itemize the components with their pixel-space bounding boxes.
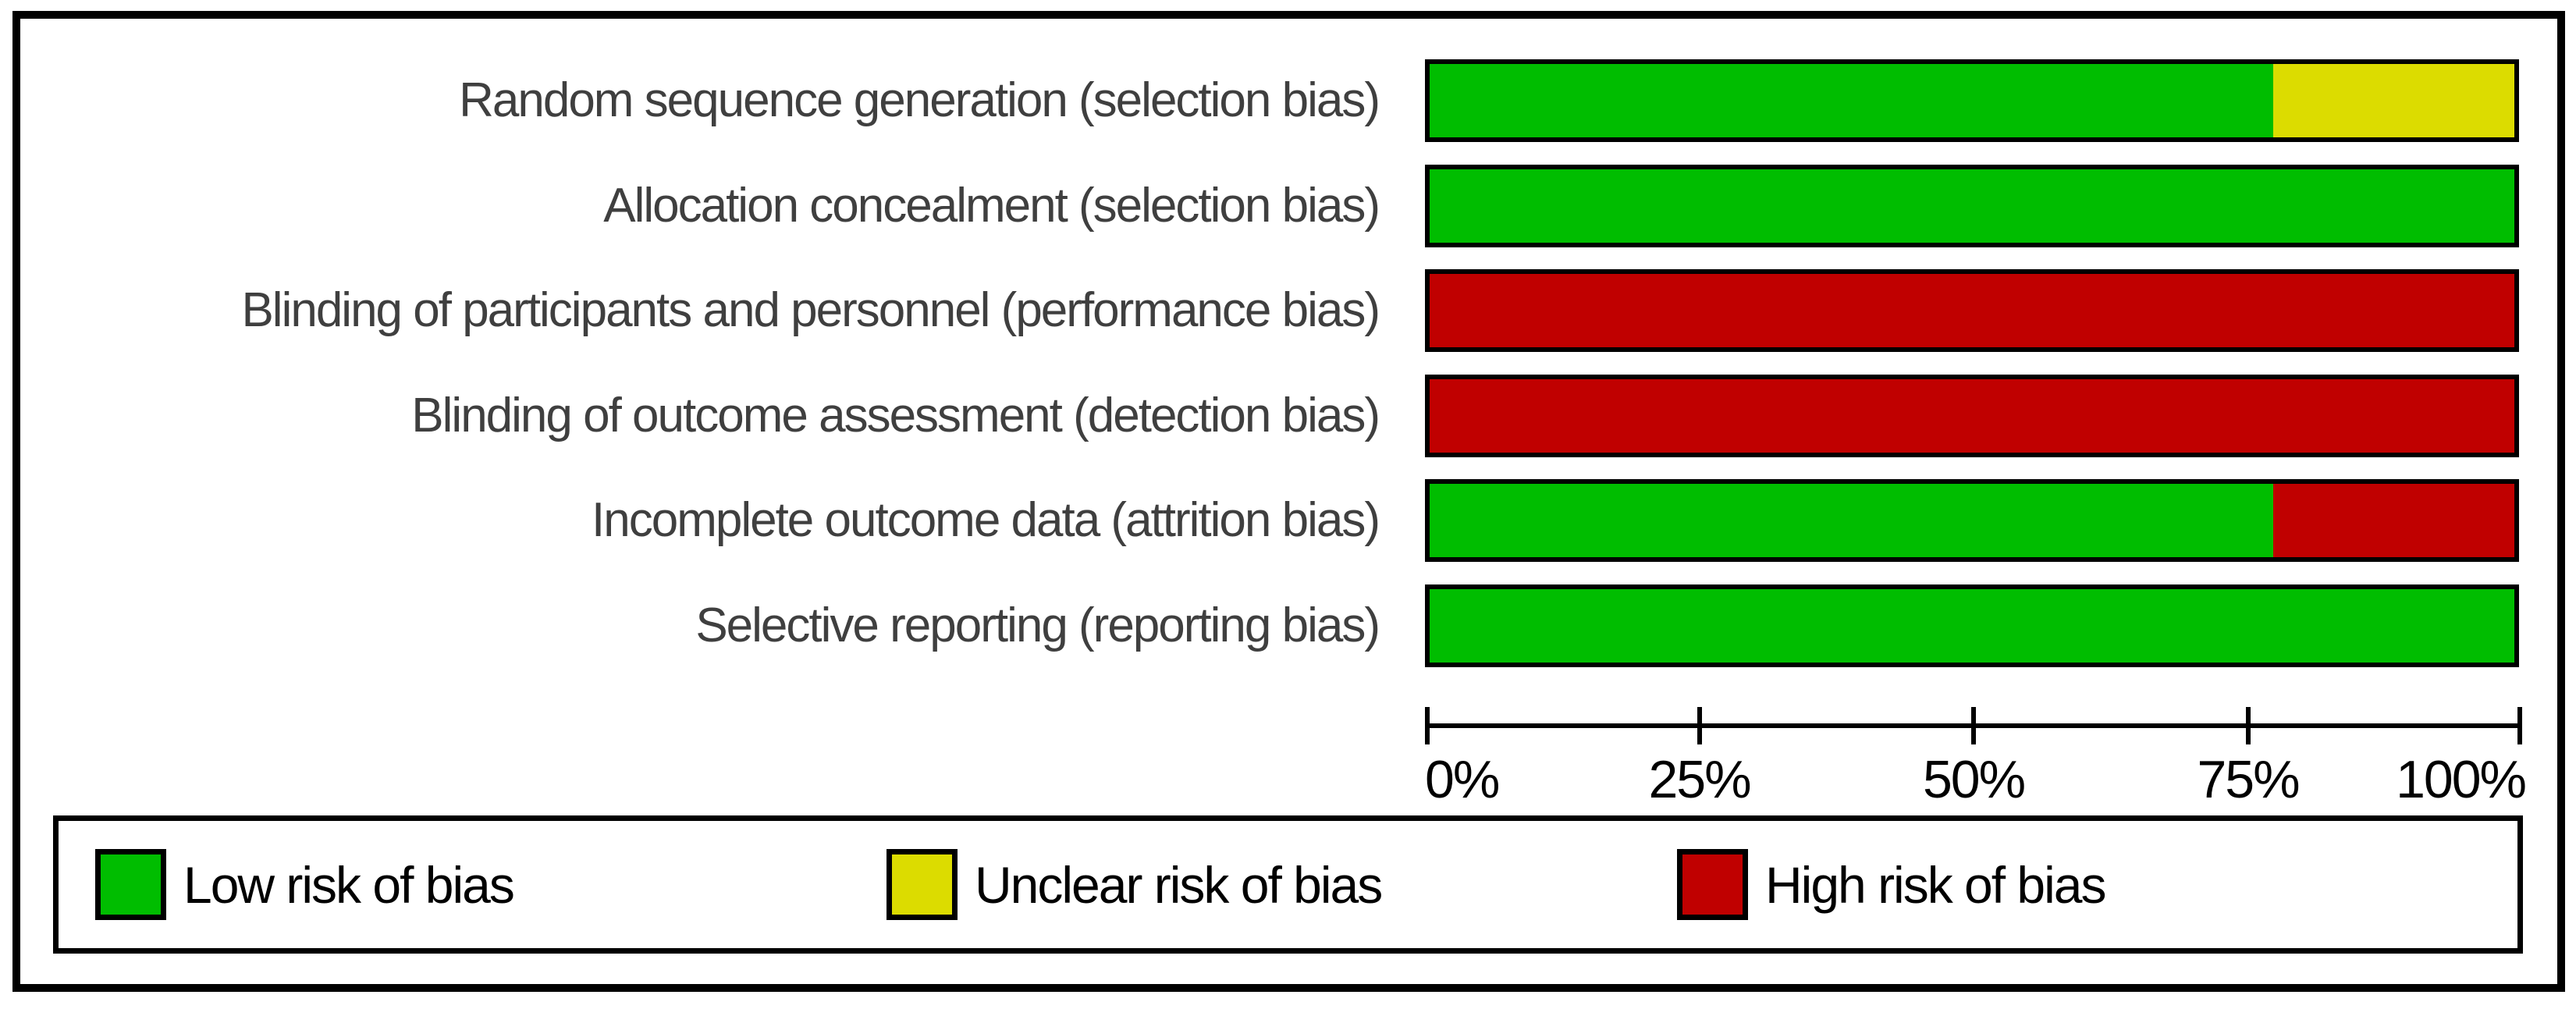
- chart-row: Random sequence generation (selection bi…: [0, 59, 2576, 142]
- bar-segment-high: [1430, 379, 2514, 453]
- chart-row: Incomplete outcome data (attrition bias): [0, 479, 2576, 562]
- x-axis-tick-label: 0%: [1425, 750, 1500, 809]
- legend-item-low: Low risk of bias: [95, 821, 515, 948]
- chart-row: Selective reporting (reporting bias): [0, 584, 2576, 667]
- x-axis-tick-label: 100%: [2396, 750, 2527, 809]
- bar-segment-low: [1430, 64, 2274, 137]
- chart-row: Blinding of participants and personnel (…: [0, 269, 2576, 352]
- row-label: Blinding of outcome assessment (detectio…: [411, 389, 1380, 442]
- row-label: Blinding of participants and personnel (…: [241, 283, 1380, 337]
- x-axis-tick-75: [2245, 707, 2251, 744]
- stacked-bar: [1425, 479, 2519, 562]
- legend-box: Low risk of bias Unclear risk of bias Hi…: [53, 815, 2523, 954]
- x-axis-tick-25: [1697, 707, 1702, 744]
- stacked-bar: [1425, 269, 2519, 352]
- stacked-bar: [1425, 59, 2519, 142]
- legend-label: Unclear risk of bias: [975, 855, 1383, 914]
- x-axis-tick-label: 50%: [1922, 750, 2026, 809]
- stacked-bar: [1425, 375, 2519, 457]
- bar-segment-low: [1430, 589, 2514, 663]
- bar-segment-low: [1430, 169, 2514, 243]
- legend-swatch-high-icon: [1677, 849, 1748, 920]
- x-axis-tick-label: 75%: [2197, 750, 2300, 809]
- row-label: Selective reporting (reporting bias): [695, 599, 1380, 652]
- x-axis: 0% 25% 50% 75% 100%: [1425, 707, 2527, 840]
- row-label: Random sequence generation (selection bi…: [459, 73, 1380, 127]
- legend-item-unclear: Unclear risk of bias: [886, 821, 1383, 948]
- bar-segment-high: [2273, 484, 2514, 557]
- x-axis-tick-0: [1425, 707, 1430, 744]
- stacked-bar: [1425, 584, 2519, 667]
- x-axis-tick-50: [1971, 707, 1976, 744]
- legend-item-high: High risk of bias: [1677, 821, 2107, 948]
- x-axis-tick-label: 25%: [1648, 750, 1751, 809]
- bar-segment-unclear: [2273, 64, 2514, 137]
- legend-swatch-low-icon: [95, 849, 166, 920]
- row-label: Allocation concealment (selection bias): [603, 179, 1380, 233]
- bar-segment-high: [1430, 274, 2514, 347]
- x-axis-tick-100: [2517, 707, 2522, 744]
- legend-swatch-unclear-icon: [886, 849, 958, 920]
- chart-row: Allocation concealment (selection bias): [0, 165, 2576, 247]
- stacked-bar: [1425, 165, 2519, 247]
- figure-border: [12, 11, 2565, 992]
- legend-label: High risk of bias: [1765, 855, 2107, 914]
- bar-segment-low: [1430, 484, 2274, 557]
- row-label: Incomplete outcome data (attrition bias): [592, 493, 1380, 547]
- chart-row: Blinding of outcome assessment (detectio…: [0, 375, 2576, 457]
- legend-label: Low risk of bias: [183, 855, 515, 914]
